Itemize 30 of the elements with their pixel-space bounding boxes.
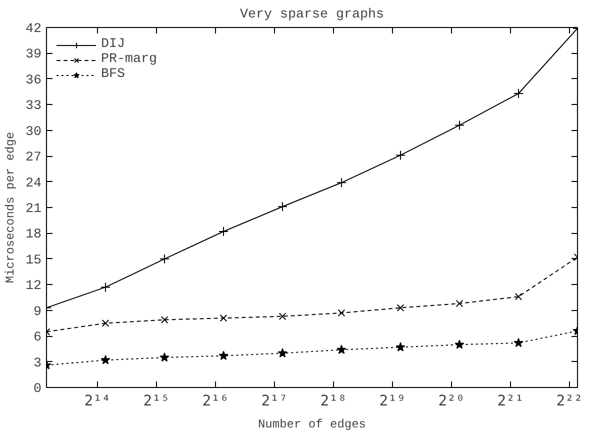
x-tick-label: 2¹⁵ <box>143 392 170 410</box>
y-tick-label: 39 <box>26 48 42 63</box>
y-tick-label: 12 <box>26 279 42 294</box>
x-tick-label: 2¹⁶ <box>202 392 229 410</box>
x-axis-title: Number of edges <box>258 418 366 432</box>
y-tick-label: 0 <box>34 382 42 397</box>
y-tick-label: 15 <box>26 253 42 268</box>
y-tick-label: 27 <box>26 150 42 166</box>
y-tick-label: 24 <box>26 176 42 192</box>
x-tick-label: 2¹⁷ <box>261 392 288 410</box>
y-tick-label: 9 <box>34 304 42 320</box>
y-tick-label: 3 <box>34 356 42 372</box>
x-tick-label: 2¹⁸ <box>320 392 347 410</box>
legend-label: PR-marg <box>101 52 157 67</box>
legend-label: DIJ <box>101 37 125 52</box>
y-tick-label: 42 <box>26 22 42 37</box>
x-tick-label: 2¹⁴ <box>84 392 111 410</box>
x-tick-label: 2²² <box>556 392 583 410</box>
chart-title: Very sparse graphs <box>240 8 384 22</box>
x-tick-label: 2²⁰ <box>438 392 465 410</box>
y-tick-label: 33 <box>26 99 42 114</box>
y-tick-label: 30 <box>26 124 42 140</box>
y-tick-label: 18 <box>26 228 42 243</box>
y-axis-title: Microseconds per edge <box>4 132 18 284</box>
y-tick-label: 6 <box>34 330 42 346</box>
legend-label: BFS <box>101 67 125 82</box>
y-tick-label: 21 <box>26 202 42 217</box>
y-tick-label: 36 <box>26 73 42 88</box>
x-tick-label: 2²¹ <box>497 392 524 410</box>
x-tick-label: 2¹⁹ <box>379 392 406 410</box>
